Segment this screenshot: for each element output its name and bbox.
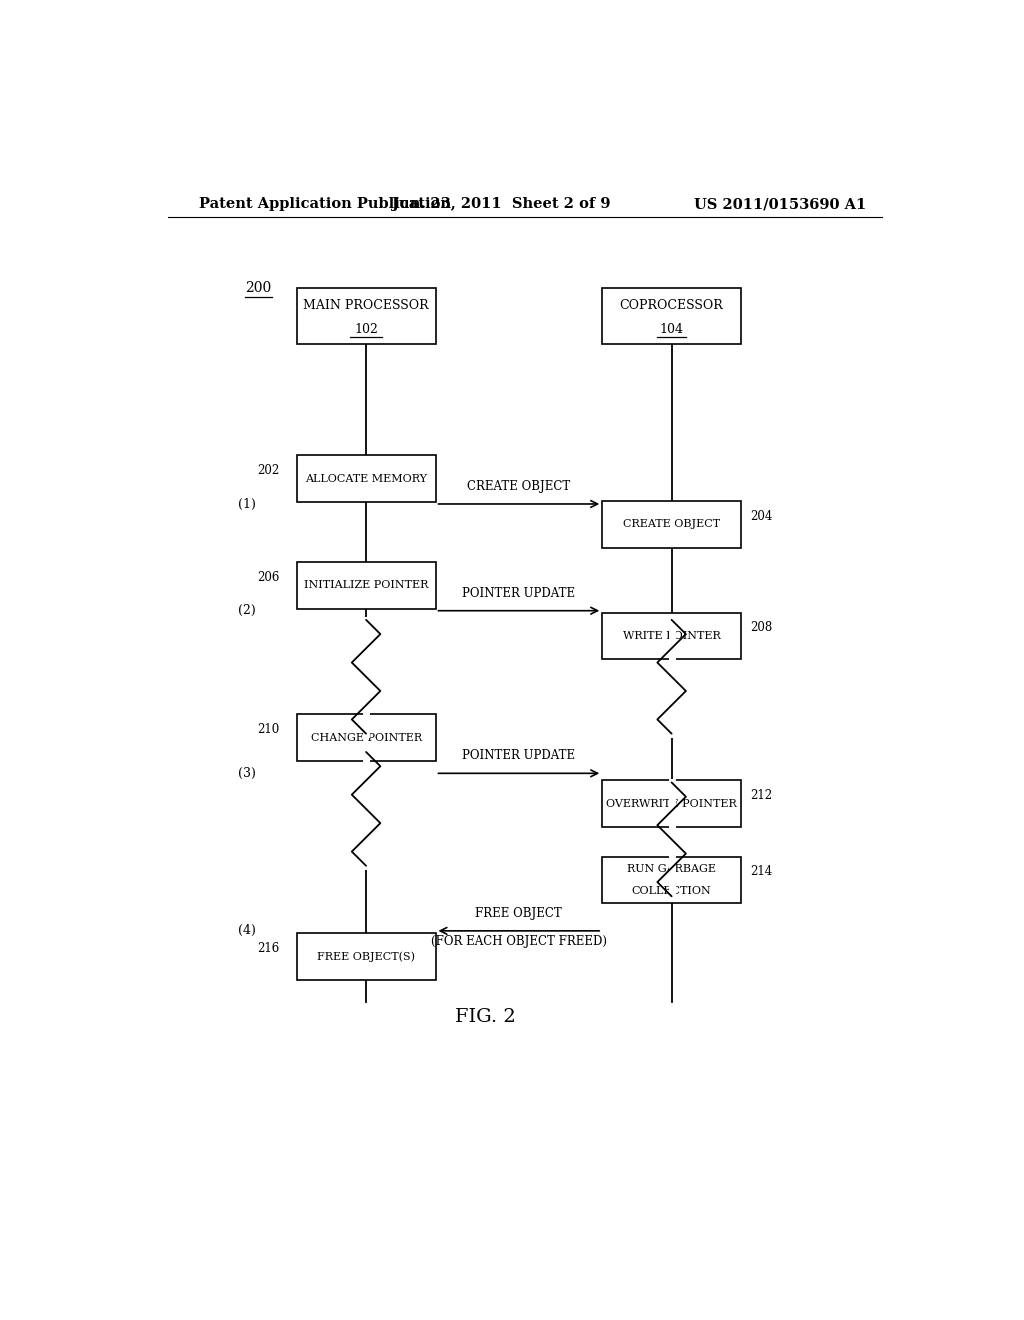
Text: (3): (3): [239, 767, 256, 780]
Text: 202: 202: [257, 463, 280, 477]
Text: 214: 214: [751, 866, 773, 878]
FancyBboxPatch shape: [602, 500, 741, 548]
Text: INITIALIZE POINTER: INITIALIZE POINTER: [304, 581, 428, 590]
Text: POINTER UPDATE: POINTER UPDATE: [462, 586, 575, 599]
Text: (4): (4): [239, 924, 256, 937]
Text: Patent Application Publication: Patent Application Publication: [200, 197, 452, 211]
Text: ALLOCATE MEMORY: ALLOCATE MEMORY: [305, 474, 427, 483]
Text: OVERWRITE POINTER: OVERWRITE POINTER: [606, 799, 737, 809]
FancyBboxPatch shape: [297, 562, 435, 609]
Text: WRITE POINTER: WRITE POINTER: [623, 631, 721, 642]
Text: US 2011/0153690 A1: US 2011/0153690 A1: [694, 197, 866, 211]
Text: 216: 216: [257, 941, 280, 954]
Text: (2): (2): [239, 605, 256, 618]
Text: FREE OBJECT: FREE OBJECT: [475, 907, 562, 920]
Text: (FOR EACH OBJECT FREED): (FOR EACH OBJECT FREED): [431, 935, 607, 948]
FancyBboxPatch shape: [602, 612, 741, 660]
Text: POINTER UPDATE: POINTER UPDATE: [462, 750, 575, 762]
Text: 204: 204: [751, 510, 773, 523]
FancyBboxPatch shape: [297, 714, 435, 762]
Text: 200: 200: [246, 281, 271, 296]
Text: 206: 206: [257, 570, 280, 583]
FancyBboxPatch shape: [602, 857, 741, 903]
Text: (1): (1): [239, 498, 256, 511]
FancyBboxPatch shape: [297, 933, 435, 979]
Text: FIG. 2: FIG. 2: [455, 1008, 515, 1026]
Text: FREE OBJECT(S): FREE OBJECT(S): [317, 950, 415, 961]
Text: COLLECTION: COLLECTION: [632, 886, 712, 896]
Text: COPROCESSOR: COPROCESSOR: [620, 300, 724, 313]
FancyBboxPatch shape: [602, 780, 741, 828]
Text: CREATE OBJECT: CREATE OBJECT: [467, 479, 570, 492]
Text: 208: 208: [751, 622, 773, 635]
Text: 102: 102: [354, 322, 378, 335]
Text: CHANGE POINTER: CHANGE POINTER: [310, 733, 422, 743]
Text: 210: 210: [257, 723, 280, 737]
Text: RUN GARBAGE: RUN GARBAGE: [627, 863, 716, 874]
Text: 212: 212: [751, 789, 773, 803]
Text: CREATE OBJECT: CREATE OBJECT: [623, 519, 720, 529]
FancyBboxPatch shape: [297, 455, 435, 502]
FancyBboxPatch shape: [602, 288, 741, 345]
Text: MAIN PROCESSOR: MAIN PROCESSOR: [303, 300, 429, 313]
Text: Jun. 23, 2011  Sheet 2 of 9: Jun. 23, 2011 Sheet 2 of 9: [392, 197, 610, 211]
Text: 104: 104: [659, 322, 684, 335]
FancyBboxPatch shape: [297, 288, 435, 345]
